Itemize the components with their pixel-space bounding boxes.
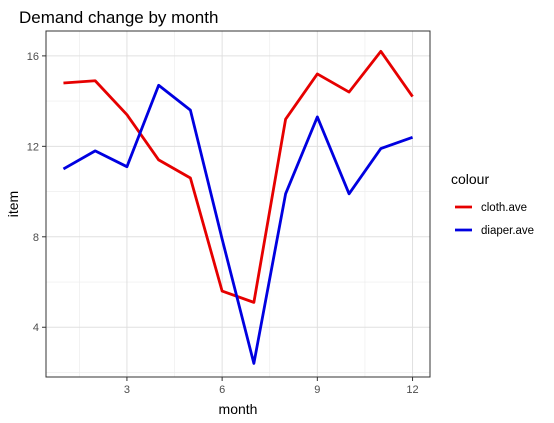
legend-label: diaper.ave [481,225,534,237]
legend-label: cloth.ave [481,202,527,214]
x-tick-label: 9 [314,384,320,396]
y-tick-label: 4 [33,322,39,334]
y-axis-ticks: 4 8 12 16 [27,51,46,334]
plot-panel [45,30,431,378]
y-tick-label: 16 [27,51,39,63]
plot-border [45,30,431,378]
x-axis-ticks: 3 6 9 12 [124,377,419,396]
x-axis-title: month [219,401,258,417]
y-tick-label: 12 [27,141,39,153]
legend-items: cloth.ave diaper.ave [455,202,534,237]
plot-background [46,31,430,377]
series-lines [62,49,414,365]
minor-gridlines [46,31,430,377]
major-gridlines [46,31,430,377]
legend-title: colour [451,171,489,187]
x-tick-label: 3 [124,384,130,396]
legend-item-cloth-ave: cloth.ave [455,202,527,214]
legend-item-diaper-ave: diaper.ave [455,225,534,237]
series-line-diaper-ave [62,83,414,365]
x-tick-label: 6 [219,384,225,396]
y-tick-label: 8 [33,232,39,244]
y-axis-title: item [5,191,21,217]
legend: colour cloth.ave diaper.ave [451,171,534,237]
x-tick-label: 12 [406,384,418,396]
chart-title: Demand change by month [19,8,218,27]
